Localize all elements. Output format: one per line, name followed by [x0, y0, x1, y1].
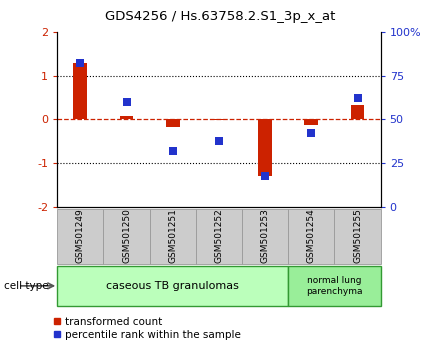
Point [216, 138, 223, 143]
Bar [288, 209, 334, 264]
Text: GSM501255: GSM501255 [353, 208, 362, 263]
Bar [103, 209, 150, 264]
Legend: transformed count, percentile rank within the sample: transformed count, percentile rank withi… [54, 317, 241, 340]
Text: GSM501254: GSM501254 [307, 208, 316, 263]
Point [169, 148, 176, 154]
Bar [351, 105, 364, 120]
Text: normal lung
parenchyma: normal lung parenchyma [306, 276, 363, 296]
Bar [166, 120, 180, 127]
Bar [150, 209, 196, 264]
Text: GSM501253: GSM501253 [260, 208, 270, 263]
Bar [334, 209, 381, 264]
Text: GDS4256 / Hs.63758.2.S1_3p_x_at: GDS4256 / Hs.63758.2.S1_3p_x_at [105, 10, 335, 23]
Bar [258, 120, 272, 176]
Point [261, 173, 268, 178]
Bar [288, 266, 381, 306]
Bar [242, 209, 288, 264]
Text: GSM501249: GSM501249 [76, 208, 85, 263]
Bar [73, 63, 87, 120]
Text: GSM501250: GSM501250 [122, 208, 131, 263]
Text: GSM501252: GSM501252 [214, 208, 224, 263]
Bar [196, 209, 242, 264]
Point [354, 96, 361, 101]
Point [308, 131, 315, 136]
Bar [120, 116, 133, 120]
Point [123, 99, 130, 105]
Text: GSM501251: GSM501251 [168, 208, 177, 263]
Bar [57, 266, 288, 306]
Point [77, 61, 84, 66]
Text: caseous TB granulomas: caseous TB granulomas [106, 281, 239, 291]
Text: cell type: cell type [4, 281, 49, 291]
Bar [57, 209, 103, 264]
Bar [304, 120, 318, 125]
